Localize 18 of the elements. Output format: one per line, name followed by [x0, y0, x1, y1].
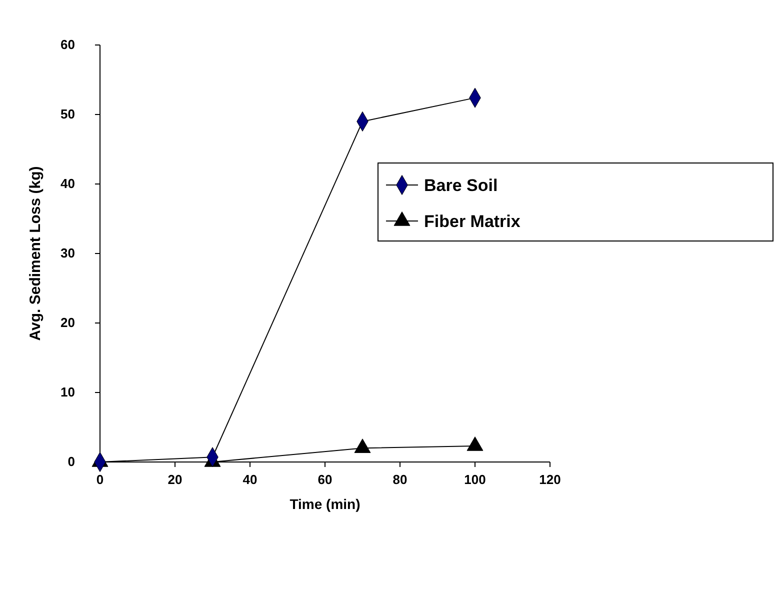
x-axis-title: Time (min)	[290, 496, 360, 512]
x-tick-label: 20	[168, 472, 182, 487]
x-tick-label: 40	[242, 472, 258, 487]
legend-label: Fiber Matrix	[424, 212, 521, 231]
x-tick-label: 80	[392, 472, 408, 487]
y-tick-label: 30	[60, 246, 75, 260]
y-tick-label: 0	[68, 454, 75, 469]
y-tick-label: 60	[60, 37, 75, 52]
y-tick-label: 50	[60, 106, 75, 122]
y-tick-label: 10	[60, 384, 75, 400]
y-axis-title: Avg. Sediment Loss (kg)	[27, 166, 44, 341]
x-tick-label: 60	[318, 472, 332, 487]
x-tick-label: 100	[464, 472, 486, 487]
x-tick-label: 0	[96, 472, 104, 487]
y-tick-label: 20	[60, 315, 75, 330]
legend-label: Bare Soil	[424, 176, 498, 195]
y-tick-label: 40	[60, 176, 75, 191]
x-tick-label: 120	[539, 472, 561, 487]
